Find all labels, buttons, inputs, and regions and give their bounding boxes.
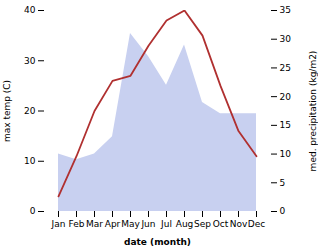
svg-text:Sep: Sep bbox=[194, 219, 211, 229]
svg-text:Jan: Jan bbox=[51, 219, 66, 229]
svg-text:Apr: Apr bbox=[105, 219, 121, 229]
svg-text:30: 30 bbox=[24, 56, 36, 66]
svg-text:0: 0 bbox=[280, 206, 286, 216]
svg-text:30: 30 bbox=[280, 34, 292, 44]
svg-text:25: 25 bbox=[280, 63, 291, 73]
svg-text:10: 10 bbox=[24, 156, 36, 166]
svg-text:35: 35 bbox=[280, 5, 291, 15]
svg-text:max temp (C): max temp (C) bbox=[2, 80, 12, 142]
svg-text:date (month): date (month) bbox=[124, 237, 191, 247]
svg-text:10: 10 bbox=[280, 149, 292, 159]
svg-text:Oct: Oct bbox=[213, 219, 229, 229]
svg-text:Dec: Dec bbox=[248, 219, 265, 229]
svg-text:20: 20 bbox=[24, 106, 36, 116]
svg-text:5: 5 bbox=[280, 178, 286, 188]
svg-text:Feb: Feb bbox=[69, 219, 85, 229]
svg-text:Jul: Jul bbox=[160, 219, 172, 229]
svg-text:40: 40 bbox=[24, 5, 36, 15]
svg-text:Aug: Aug bbox=[176, 219, 194, 229]
svg-text:Nov: Nov bbox=[230, 219, 248, 229]
svg-text:Jun: Jun bbox=[140, 219, 155, 229]
svg-text:0: 0 bbox=[30, 206, 36, 216]
svg-text:Mar: Mar bbox=[86, 219, 103, 229]
svg-text:med. precipitation (kg/m2): med. precipitation (kg/m2) bbox=[308, 51, 318, 172]
svg-text:15: 15 bbox=[280, 120, 291, 130]
svg-text:20: 20 bbox=[280, 92, 292, 102]
svg-text:May: May bbox=[121, 219, 140, 229]
